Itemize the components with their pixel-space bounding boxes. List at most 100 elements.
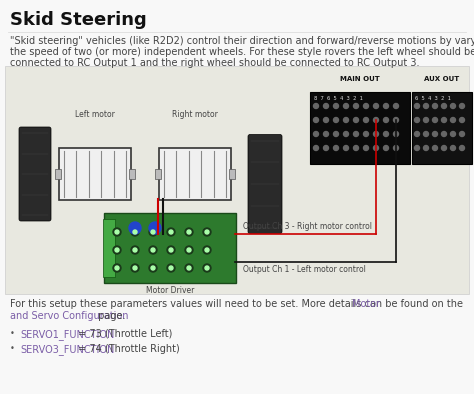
Bar bbox=[155, 169, 161, 179]
Circle shape bbox=[459, 104, 465, 108]
Circle shape bbox=[167, 228, 175, 236]
Circle shape bbox=[393, 132, 399, 136]
Circle shape bbox=[131, 246, 139, 254]
Circle shape bbox=[185, 246, 193, 254]
Text: "Skid steering" vehicles (like R2D2) control their direction and forward/reverse: "Skid steering" vehicles (like R2D2) con… bbox=[10, 36, 474, 46]
Circle shape bbox=[374, 145, 379, 151]
Text: Skid Steering: Skid Steering bbox=[10, 11, 147, 29]
Bar bbox=[55, 169, 61, 179]
Circle shape bbox=[113, 246, 121, 254]
Text: •: • bbox=[10, 344, 15, 353]
Circle shape bbox=[364, 132, 368, 136]
Circle shape bbox=[151, 266, 155, 270]
Circle shape bbox=[441, 117, 447, 123]
Text: = 73 (Throttle Left): = 73 (Throttle Left) bbox=[75, 329, 173, 339]
Circle shape bbox=[203, 246, 211, 254]
Bar bbox=[103, 219, 115, 277]
Text: For this setup these parameters values will need to be set. More details can be : For this setup these parameters values w… bbox=[10, 299, 466, 309]
Circle shape bbox=[334, 145, 338, 151]
Text: Output Ch 1 - Left motor control: Output Ch 1 - Left motor control bbox=[243, 265, 366, 274]
Circle shape bbox=[115, 266, 119, 270]
Circle shape bbox=[423, 132, 428, 136]
Bar bbox=[229, 169, 235, 179]
FancyBboxPatch shape bbox=[104, 213, 236, 283]
Text: SERVO3_FUNCTION: SERVO3_FUNCTION bbox=[20, 344, 114, 355]
Circle shape bbox=[383, 104, 389, 108]
Circle shape bbox=[323, 132, 328, 136]
Circle shape bbox=[354, 104, 358, 108]
Circle shape bbox=[129, 222, 141, 234]
Circle shape bbox=[133, 248, 137, 252]
Circle shape bbox=[185, 264, 193, 272]
Circle shape bbox=[131, 228, 139, 236]
Circle shape bbox=[187, 248, 191, 252]
FancyBboxPatch shape bbox=[159, 148, 231, 200]
Circle shape bbox=[364, 104, 368, 108]
Circle shape bbox=[113, 228, 121, 236]
Circle shape bbox=[374, 104, 379, 108]
Circle shape bbox=[133, 230, 137, 234]
Circle shape bbox=[423, 104, 428, 108]
Circle shape bbox=[313, 132, 319, 136]
Circle shape bbox=[450, 145, 456, 151]
Circle shape bbox=[393, 104, 399, 108]
Circle shape bbox=[344, 132, 348, 136]
Bar bbox=[5, 66, 469, 294]
Circle shape bbox=[205, 248, 209, 252]
Circle shape bbox=[205, 266, 209, 270]
Circle shape bbox=[450, 117, 456, 123]
Circle shape bbox=[414, 132, 419, 136]
Circle shape bbox=[313, 117, 319, 123]
Text: Motor: Motor bbox=[352, 299, 380, 309]
Circle shape bbox=[414, 104, 419, 108]
Text: 8 7 6 5 4 3 2 1: 8 7 6 5 4 3 2 1 bbox=[314, 96, 363, 101]
FancyBboxPatch shape bbox=[19, 127, 51, 221]
Circle shape bbox=[151, 248, 155, 252]
FancyBboxPatch shape bbox=[59, 148, 131, 200]
Circle shape bbox=[334, 132, 338, 136]
Circle shape bbox=[334, 117, 338, 123]
Circle shape bbox=[334, 104, 338, 108]
Circle shape bbox=[185, 228, 193, 236]
Circle shape bbox=[149, 222, 161, 234]
Circle shape bbox=[149, 228, 157, 236]
Circle shape bbox=[344, 104, 348, 108]
Circle shape bbox=[374, 132, 379, 136]
Text: Right motor: Right motor bbox=[172, 110, 218, 119]
Circle shape bbox=[364, 117, 368, 123]
Circle shape bbox=[393, 117, 399, 123]
Circle shape bbox=[441, 132, 447, 136]
Circle shape bbox=[354, 132, 358, 136]
Circle shape bbox=[113, 264, 121, 272]
Text: = 74 (Throttle Right): = 74 (Throttle Right) bbox=[75, 344, 180, 354]
Circle shape bbox=[383, 132, 389, 136]
Text: SERVO1_FUNCTION: SERVO1_FUNCTION bbox=[20, 329, 114, 340]
Circle shape bbox=[364, 145, 368, 151]
Circle shape bbox=[459, 117, 465, 123]
Circle shape bbox=[423, 145, 428, 151]
Circle shape bbox=[441, 104, 447, 108]
Circle shape bbox=[151, 230, 155, 234]
Circle shape bbox=[344, 145, 348, 151]
Circle shape bbox=[169, 266, 173, 270]
Text: Left motor: Left motor bbox=[75, 110, 115, 119]
Circle shape bbox=[149, 264, 157, 272]
Circle shape bbox=[167, 264, 175, 272]
Circle shape bbox=[323, 117, 328, 123]
Circle shape bbox=[187, 266, 191, 270]
Circle shape bbox=[432, 117, 438, 123]
Circle shape bbox=[169, 230, 173, 234]
Circle shape bbox=[450, 104, 456, 108]
Circle shape bbox=[115, 230, 119, 234]
Text: MAIN OUT: MAIN OUT bbox=[340, 76, 380, 82]
Circle shape bbox=[344, 117, 348, 123]
Circle shape bbox=[450, 132, 456, 136]
Circle shape bbox=[383, 145, 389, 151]
Circle shape bbox=[187, 230, 191, 234]
Text: •: • bbox=[10, 329, 15, 338]
Text: Output Ch 3 - Right motor control: Output Ch 3 - Right motor control bbox=[243, 222, 372, 231]
Circle shape bbox=[383, 117, 389, 123]
Text: connected to RC Output 1 and the right wheel should be connected to RC Output 3.: connected to RC Output 1 and the right w… bbox=[10, 58, 419, 68]
Circle shape bbox=[131, 264, 139, 272]
Circle shape bbox=[313, 145, 319, 151]
